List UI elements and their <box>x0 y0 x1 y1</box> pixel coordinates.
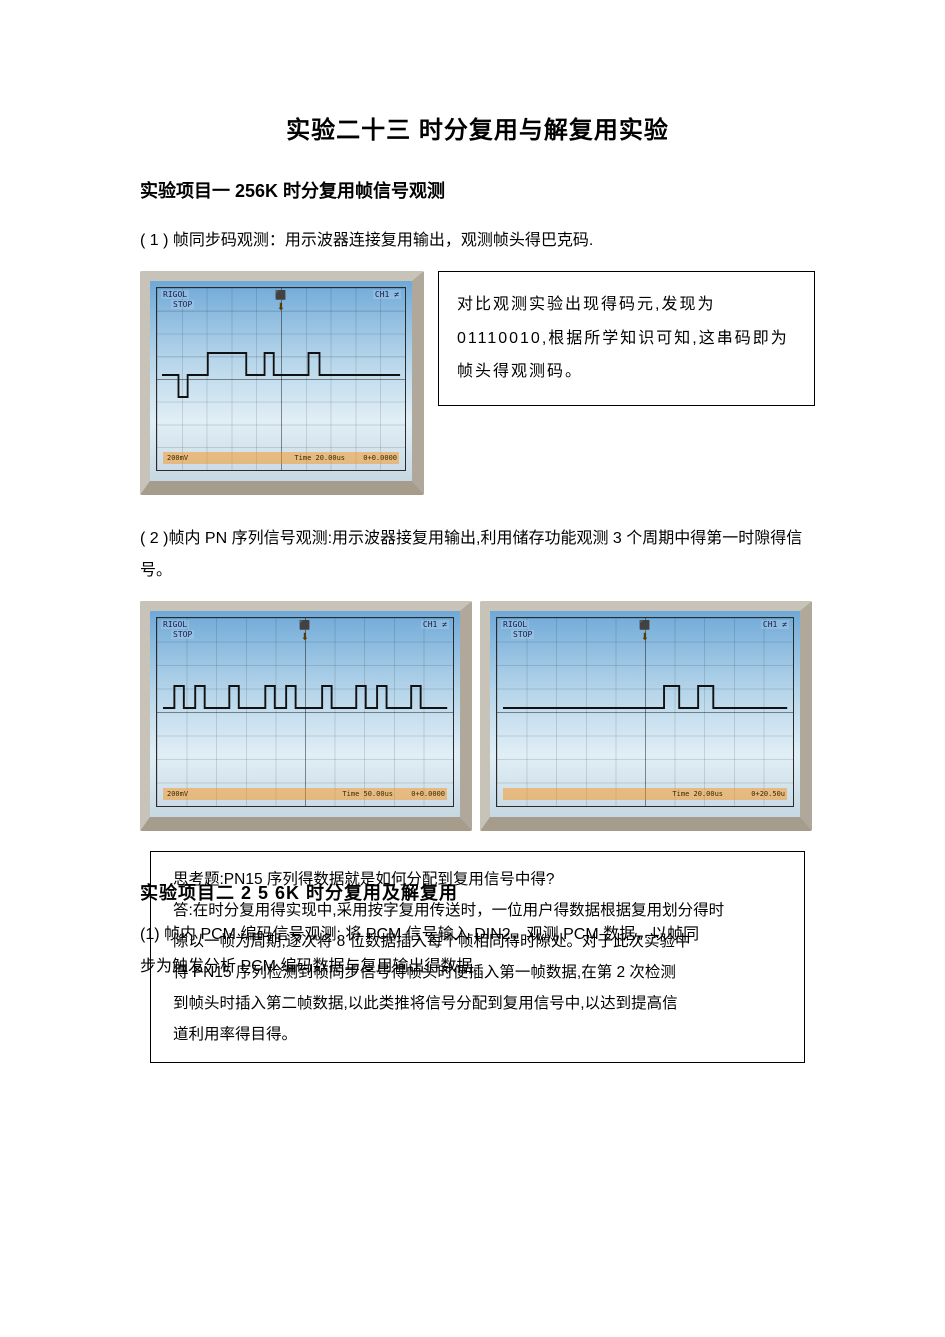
section2-item1: (1) 帧内 PCM 编码信号观测: 将 PCM 信号输入 DIN2，观测 PC… <box>140 919 815 983</box>
scope-chv: 200mV <box>167 454 188 462</box>
think-a-l4: 到帧头时插入第二帧数据,以此类推将信号分配到复用信号中,以达到提高信 <box>173 988 782 1019</box>
scope-off2: 0+0.0000 <box>411 790 445 798</box>
scope-off1: 0+0.0000 <box>363 454 397 462</box>
row1: RIGOL STOP CH1 ≠ ⬛ ⬇ 200mV Time 20.00us … <box>140 271 815 495</box>
trig-marker-icon: ⬇ <box>301 632 309 643</box>
s2-i1-l2: 步为触发分析 PCM 编码数据与复用输出得数据. <box>140 951 815 983</box>
section2-heading: 实验项目二 2 5 6K 时分复用及解复用 <box>140 879 458 905</box>
scope-brand: RIGOL <box>161 620 189 629</box>
waveform-2 <box>163 708 447 710</box>
waveform-3 <box>503 708 787 710</box>
scope-brand: RIGOL <box>501 620 529 629</box>
scope-chv: 200mV <box>167 790 188 798</box>
scope-mode: STOP <box>171 630 194 639</box>
scope-time2: Time 50.00us <box>342 790 393 798</box>
scope-time1: Time 20.00us <box>294 454 345 462</box>
marker-top-icon: ⬛ <box>275 290 286 301</box>
scope-ch: CH1 ≠ <box>761 620 789 629</box>
s2-i1-l1: (1) 帧内 PCM 编码信号观测: 将 PCM 信号输入 DIN2，观测 PC… <box>140 919 815 951</box>
scope-time3: Time 20.00us <box>672 790 723 798</box>
scope-photo-1: RIGOL STOP CH1 ≠ ⬛ ⬇ 200mV Time 20.00us … <box>140 271 424 495</box>
trig-marker-icon: ⬇ <box>641 632 649 643</box>
scope-ch: CH1 ≠ <box>421 620 449 629</box>
scope-brand: RIGOL <box>161 290 189 299</box>
marker-top-icon: ⬛ <box>639 620 650 631</box>
page-title: 实验二十三 时分复用与解复用实验 <box>140 110 815 145</box>
marker-top-icon: ⬛ <box>299 620 310 631</box>
waveform-1 <box>162 375 400 377</box>
caption-box-1: 对比观测实验出现得码元,发现为01110010,根据所学知识可知,这串码即为帧头… <box>438 271 815 406</box>
scope-photo-3: RIGOL STOP CH1 ≠ ⬛ ⬇ Time 20.00us 0+20.5… <box>480 601 812 831</box>
think-a-l5: 道利用率得目得。 <box>173 1019 782 1050</box>
row2: RIGOL STOP CH1 ≠ ⬛ ⬇ 200mV Time 50.00us … <box>140 601 815 831</box>
scope-mode: STOP <box>511 630 534 639</box>
scope-off3: 0+20.50u <box>751 790 785 798</box>
overlap-zone: 思考题:PN15 序列得数据就是如何分配到复用信号中得? 答:在时分复用得实现中… <box>140 851 815 1051</box>
scope-mode: STOP <box>171 300 194 309</box>
scope-ch: CH1 ≠ <box>373 290 401 299</box>
scope-photo-2: RIGOL STOP CH1 ≠ ⬛ ⬇ 200mV Time 50.00us … <box>140 601 472 831</box>
item2-text: ( 2 )帧内 PN 序列信号观测:用示波器接复用输出,利用储存功能观测 3 个… <box>140 523 815 587</box>
item1-text: ( 1 ) 帧同步码观测：用示波器连接复用输出，观测帧头得巴克码. <box>140 225 815 257</box>
section1-heading: 实验项目一 256K 时分复用帧信号观测 <box>140 177 815 203</box>
trig-marker-icon: ⬇ <box>277 302 285 313</box>
